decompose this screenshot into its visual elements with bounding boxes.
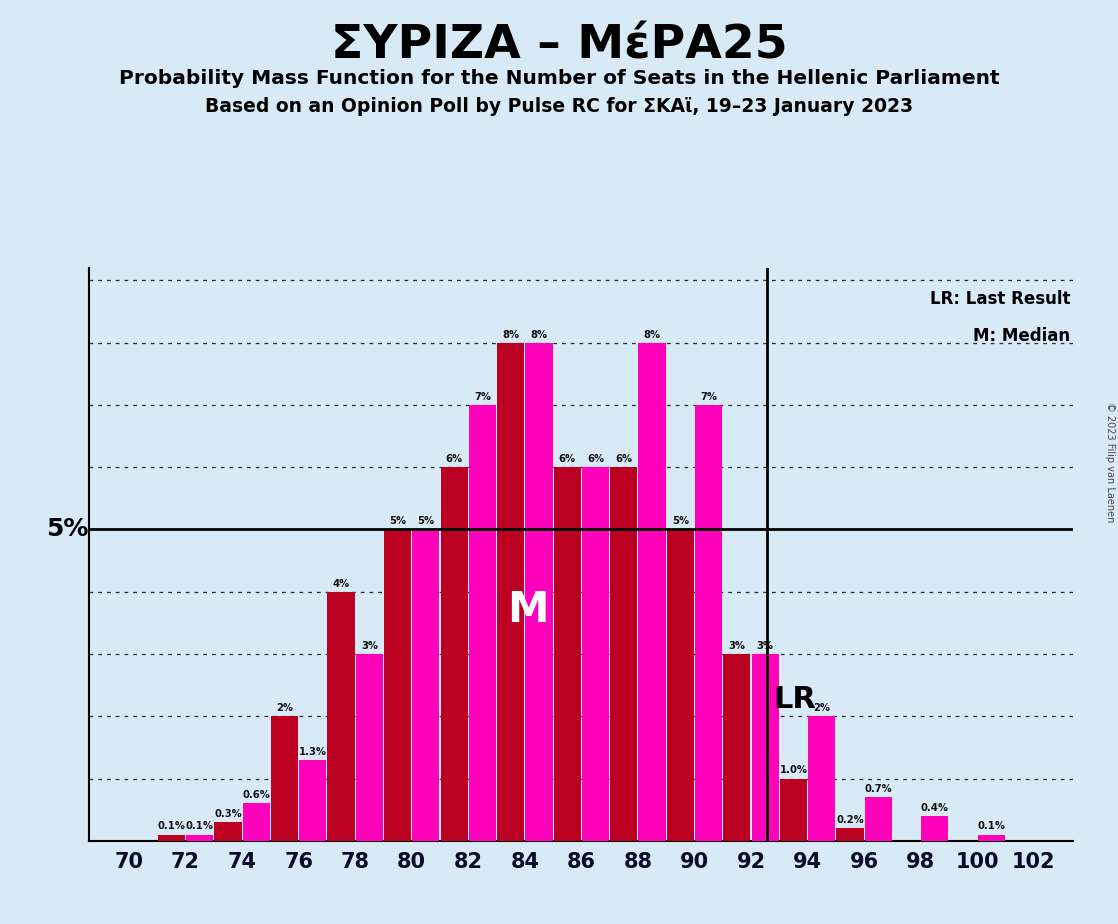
Text: 6%: 6%: [559, 454, 576, 464]
Bar: [695, 405, 722, 841]
Text: 5%: 5%: [417, 517, 435, 527]
Text: 8%: 8%: [530, 330, 548, 339]
Text: 2%: 2%: [813, 703, 831, 713]
Bar: [666, 529, 694, 841]
Text: 3%: 3%: [728, 641, 746, 650]
Bar: [271, 716, 299, 841]
Bar: [751, 654, 779, 841]
Text: © 2023 Filip van Laenen: © 2023 Filip van Laenen: [1106, 402, 1115, 522]
Text: LR: LR: [773, 686, 816, 714]
Text: 0.1%: 0.1%: [158, 821, 186, 832]
Bar: [158, 834, 184, 841]
Text: ΣΥΡΙΖΑ – ΜέΡΑ25: ΣΥΡΙΖΑ – ΜέΡΑ25: [331, 23, 787, 68]
Bar: [978, 834, 1005, 841]
Text: M: Median: M: Median: [974, 327, 1070, 346]
Bar: [638, 343, 665, 841]
Bar: [498, 343, 524, 841]
Text: 5%: 5%: [672, 517, 689, 527]
Bar: [723, 654, 750, 841]
Text: 0.1%: 0.1%: [977, 821, 1005, 832]
Text: 0.2%: 0.2%: [836, 815, 864, 825]
Text: 5%: 5%: [389, 517, 406, 527]
Bar: [440, 468, 467, 841]
Bar: [328, 591, 354, 841]
Bar: [215, 822, 241, 841]
Text: 0.1%: 0.1%: [186, 821, 214, 832]
Text: 4%: 4%: [332, 578, 350, 589]
Text: 6%: 6%: [615, 454, 633, 464]
Text: 8%: 8%: [644, 330, 661, 339]
Text: Based on an Opinion Poll by Pulse RC for ΣΚΑϊ, 19–23 January 2023: Based on an Opinion Poll by Pulse RC for…: [205, 97, 913, 116]
Text: LR: Last Result: LR: Last Result: [930, 290, 1070, 308]
Bar: [780, 779, 807, 841]
Text: 5%: 5%: [46, 517, 88, 541]
Text: 2%: 2%: [276, 703, 293, 713]
Bar: [808, 716, 835, 841]
Bar: [836, 829, 863, 841]
Bar: [356, 654, 382, 841]
Text: 3%: 3%: [361, 641, 378, 650]
Bar: [864, 797, 892, 841]
Text: 1.0%: 1.0%: [779, 765, 807, 775]
Text: 3%: 3%: [757, 641, 774, 650]
Bar: [243, 804, 269, 841]
Bar: [186, 834, 214, 841]
Text: 7%: 7%: [474, 392, 491, 402]
Bar: [582, 468, 609, 841]
Text: 7%: 7%: [700, 392, 717, 402]
Text: 0.7%: 0.7%: [864, 784, 892, 794]
Bar: [921, 816, 948, 841]
Bar: [300, 760, 326, 841]
Bar: [525, 343, 552, 841]
Bar: [553, 468, 580, 841]
Bar: [413, 529, 439, 841]
Text: 1.3%: 1.3%: [299, 747, 326, 757]
Text: 0.6%: 0.6%: [243, 790, 271, 800]
Text: Probability Mass Function for the Number of Seats in the Hellenic Parliament: Probability Mass Function for the Number…: [119, 69, 999, 89]
Bar: [610, 468, 637, 841]
Text: 6%: 6%: [587, 454, 604, 464]
Text: 8%: 8%: [502, 330, 519, 339]
Text: 0.3%: 0.3%: [214, 809, 241, 819]
Text: M: M: [506, 590, 549, 631]
Bar: [468, 405, 496, 841]
Bar: [383, 529, 411, 841]
Text: 0.4%: 0.4%: [921, 803, 949, 813]
Text: 6%: 6%: [446, 454, 463, 464]
